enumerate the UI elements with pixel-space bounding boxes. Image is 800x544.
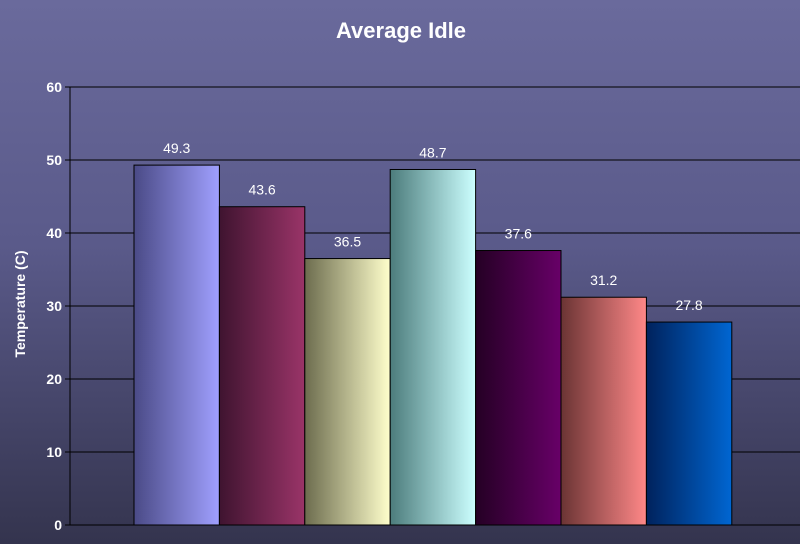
y-tick-label: 60: [46, 79, 62, 95]
y-tick-label: 0: [54, 517, 62, 533]
bar: [475, 250, 562, 526]
data-label: 31.2: [590, 272, 617, 288]
data-label: 48.7: [419, 144, 446, 160]
y-tick-label: 40: [46, 225, 62, 241]
bar: [304, 258, 391, 526]
y-tick-label: 50: [46, 152, 62, 168]
y-tick-label: 30: [46, 298, 62, 314]
y-tick-label: 10: [46, 444, 62, 460]
bar: [218, 206, 306, 526]
data-label: 43.6: [248, 182, 275, 198]
bar: [645, 321, 733, 526]
data-label: 36.5: [334, 234, 361, 250]
bar: [560, 296, 647, 526]
y-axis-label: Temperature (C): [12, 250, 28, 357]
bar: [133, 164, 220, 526]
bars: [133, 164, 733, 526]
data-label: 27.8: [675, 297, 702, 313]
bar: [389, 168, 477, 526]
y-axis-ticks: 0 10 20 30 40 50 60: [46, 79, 70, 533]
y-tick-label: 20: [46, 371, 62, 387]
data-label: 37.6: [505, 226, 532, 242]
data-label: 49.3: [163, 140, 190, 156]
data-labels: 49.3 43.6 36.5 48.7 37.6 31.2 27.8: [163, 140, 703, 313]
chart-title: Average Idle: [336, 18, 466, 43]
